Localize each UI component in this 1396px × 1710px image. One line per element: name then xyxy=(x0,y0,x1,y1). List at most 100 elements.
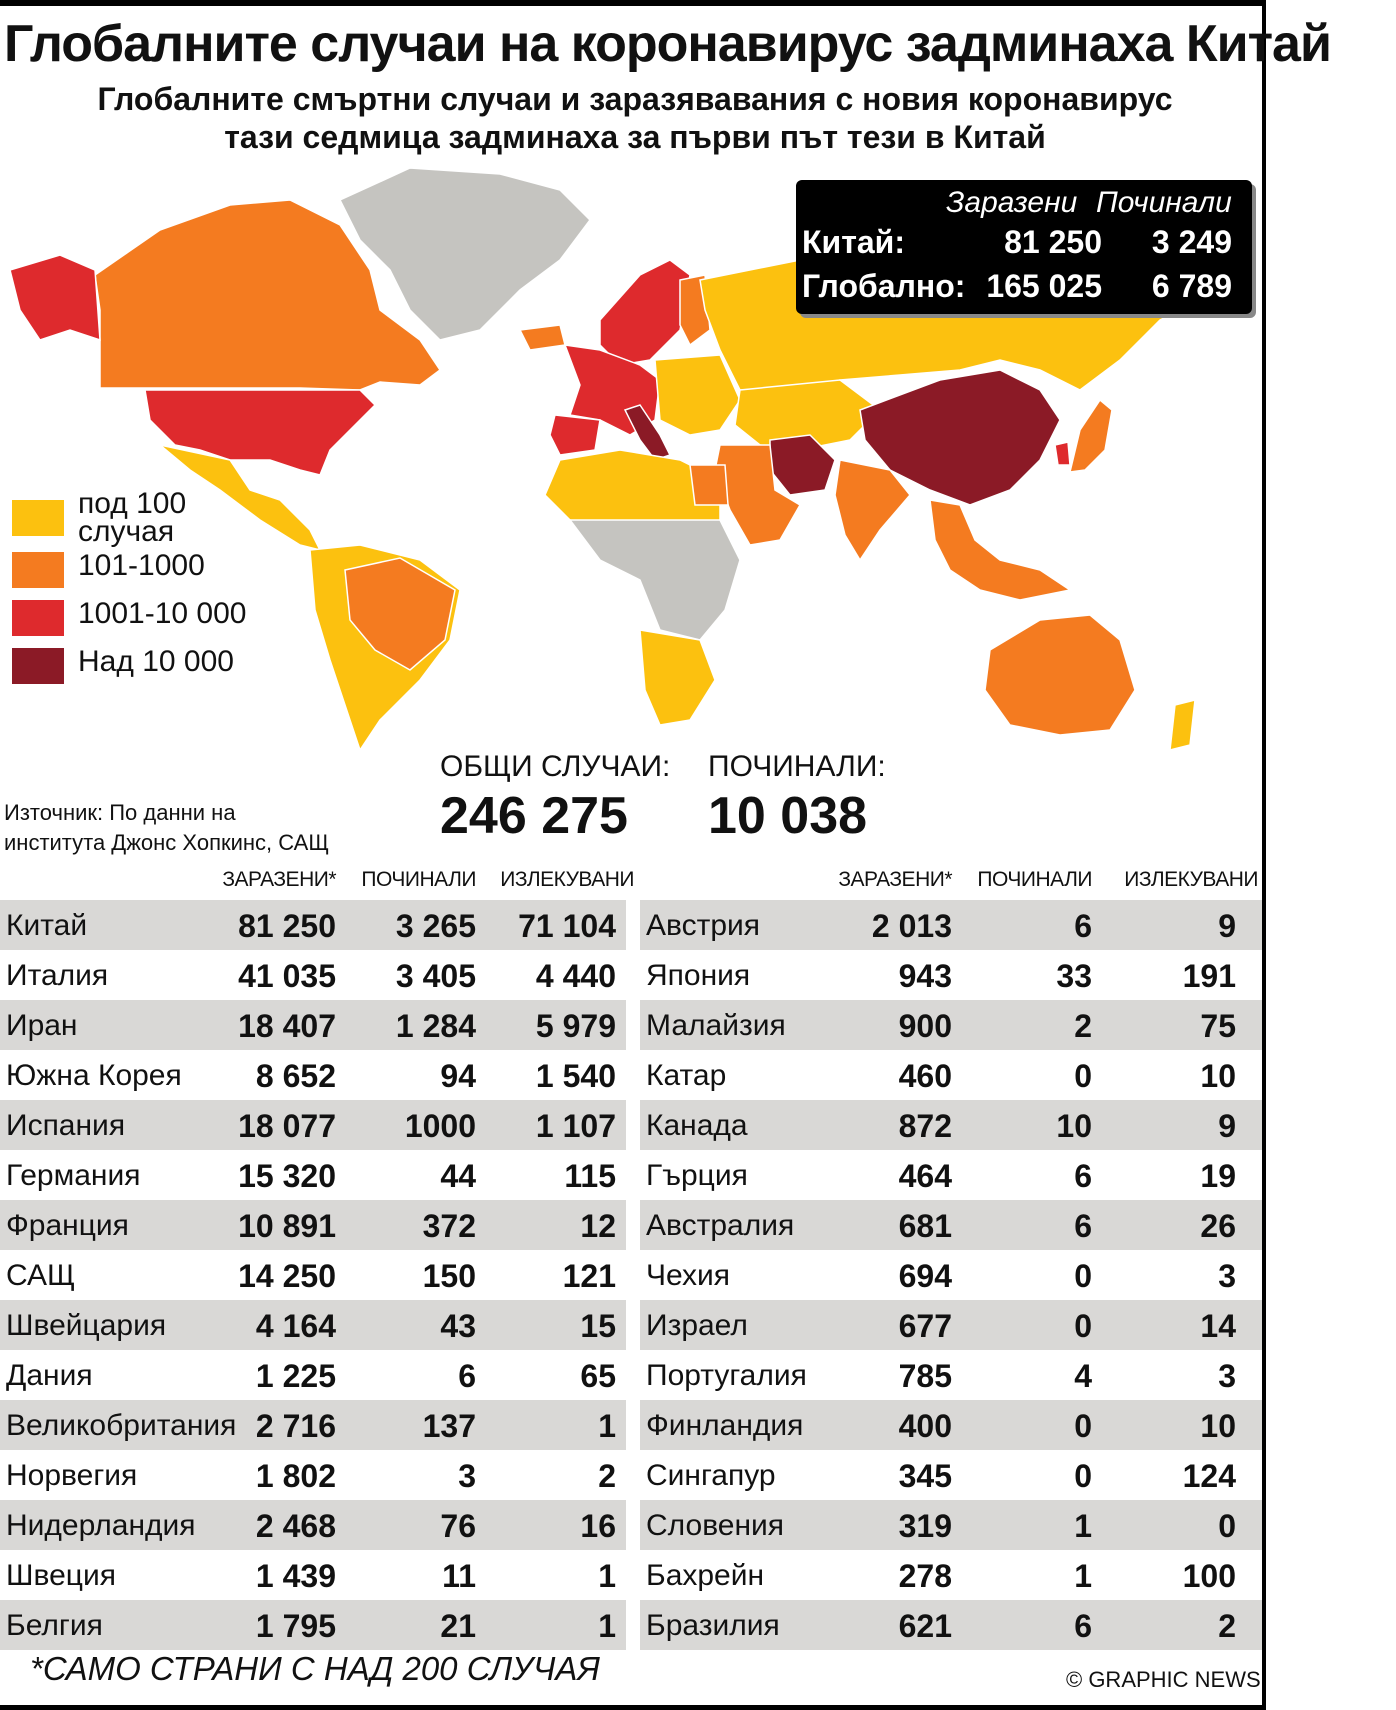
legend-swatch xyxy=(12,500,64,536)
table-row: Гърция 464 6 19 xyxy=(640,1150,1262,1200)
infected-value: 2 013 xyxy=(871,908,952,944)
total-cases-label: ОБЩИ СЛУЧАИ: xyxy=(440,750,671,783)
infected-value: 18 077 xyxy=(238,1108,336,1144)
recovered-value: 9 xyxy=(1218,908,1236,944)
country-name: Сингапур xyxy=(646,1459,776,1492)
deaths-value: 3 265 xyxy=(395,908,476,944)
country-name: Чехия xyxy=(646,1259,731,1292)
infected-value: 785 xyxy=(898,1358,952,1394)
table-row: Сингапур 345 0 124 xyxy=(640,1450,1262,1500)
deaths-value: 33 xyxy=(1056,958,1092,994)
legend-label-line: под 100 xyxy=(78,487,187,520)
legend-swatch xyxy=(12,648,64,684)
country-name: Швеция xyxy=(6,1559,116,1592)
country-name: Словения xyxy=(646,1509,785,1542)
table-row: Чехия 694 0 3 xyxy=(640,1250,1262,1300)
subtitle-line-1: Глобалните смъртни случаи и заразявавани… xyxy=(97,81,1173,117)
right-header-infected: ЗАРАЗЕНИ* xyxy=(838,868,952,891)
map-greenland xyxy=(338,167,591,341)
country-name: Франция xyxy=(6,1209,129,1242)
country-name: Норвегия xyxy=(6,1459,138,1492)
infected-value: 41 035 xyxy=(238,958,336,994)
country-name: Великобритания xyxy=(6,1409,237,1442)
table-row: Китай 81 250 3 265 71 104 xyxy=(0,900,626,950)
recovered-value: 4 440 xyxy=(535,958,616,994)
country-name: Китай xyxy=(6,909,88,942)
recovered-value: 15 xyxy=(580,1308,616,1344)
deaths-value: 6 xyxy=(1074,908,1092,944)
country-name: Катар xyxy=(646,1059,727,1092)
infected-value: 2 468 xyxy=(255,1508,336,1544)
infected-value: 2 716 xyxy=(255,1408,336,1444)
deaths-value: 4 xyxy=(1074,1358,1092,1394)
table-row: САЩ 14 250 150 121 xyxy=(0,1250,626,1300)
country-name: Бахрейн xyxy=(646,1559,765,1592)
country-name: Швейцария xyxy=(6,1309,167,1342)
recovered-value: 2 xyxy=(598,1458,616,1494)
deaths-value: 6 xyxy=(458,1358,476,1394)
legend-label: под 100 случая xyxy=(78,487,187,547)
infected-value: 464 xyxy=(898,1158,952,1194)
country-name: Португалия xyxy=(646,1359,807,1392)
deaths-value: 6 xyxy=(1074,1158,1092,1194)
legend-label: Над 10 000 xyxy=(78,645,234,678)
infected-value: 943 xyxy=(898,958,952,994)
recovered-value: 115 xyxy=(564,1158,616,1194)
country-name: Южна Корея xyxy=(6,1059,182,1092)
page-title: Глобалните случаи на коронавирус задмина… xyxy=(4,15,1332,73)
recovered-value: 10 xyxy=(1200,1408,1236,1444)
recovered-value: 16 xyxy=(580,1508,616,1544)
recovered-value: 100 xyxy=(1182,1558,1236,1594)
infected-value: 278 xyxy=(898,1558,952,1594)
bottom-rule xyxy=(0,1705,1266,1710)
map-japan xyxy=(1069,398,1113,473)
table-right: Австрия 2 013 6 9 Япония 943 33 191 Малайзия 900 2… xyxy=(640,900,1262,1650)
table-row: Катар 460 0 10 xyxy=(640,1050,1262,1100)
map-southeast-asia xyxy=(929,499,1072,601)
table-row: Швеция 1 439 11 1 xyxy=(0,1550,626,1600)
map-usa xyxy=(144,389,377,476)
legend-label: 101-1000 xyxy=(78,549,205,582)
deaths-value: 21 xyxy=(440,1608,476,1644)
recovered-value: 26 xyxy=(1200,1208,1236,1244)
recovered-value: 14 xyxy=(1200,1308,1236,1344)
map-south-korea xyxy=(1054,441,1071,466)
recovered-value: 3 xyxy=(1218,1358,1236,1394)
source-line-1: Източник: По данни на xyxy=(4,800,236,825)
map-eastern-europe xyxy=(654,354,741,436)
table-row: Бахрейн 278 1 100 xyxy=(640,1550,1262,1600)
country-name: Финландия xyxy=(646,1409,804,1442)
total-cases-value: 246 275 xyxy=(440,787,628,845)
recovered-value: 75 xyxy=(1200,1008,1236,1044)
total-deaths-label: ПОЧИНАЛИ: xyxy=(708,750,886,783)
recovered-value: 121 xyxy=(562,1258,616,1294)
table-row: Германия 15 320 44 115 xyxy=(0,1150,626,1200)
country-name: Дания xyxy=(6,1359,93,1392)
country-name: САЩ xyxy=(6,1259,76,1292)
infected-value: 681 xyxy=(898,1208,952,1244)
table-row: Южна Корея 8 652 94 1 540 xyxy=(0,1050,626,1100)
legend-swatch xyxy=(12,600,64,636)
map-alaska xyxy=(9,254,101,342)
deaths-value: 94 xyxy=(440,1058,476,1094)
recovered-value: 3 xyxy=(1218,1258,1236,1294)
infected-value: 1 439 xyxy=(255,1558,336,1594)
summary-row-deaths: 6 789 xyxy=(1151,268,1232,304)
table-row: Япония 943 33 191 xyxy=(640,950,1262,1000)
map-iceland xyxy=(518,324,566,351)
summary-row-deaths: 3 249 xyxy=(1151,224,1232,260)
table-row: Франция 10 891 372 12 xyxy=(0,1200,626,1250)
table-row: Словения 319 1 0 xyxy=(640,1500,1262,1550)
deaths-value: 150 xyxy=(422,1258,476,1294)
infected-value: 460 xyxy=(898,1058,952,1094)
infected-value: 8 652 xyxy=(255,1058,336,1094)
table-row: Иран 18 407 1 284 5 979 xyxy=(0,1000,626,1050)
deaths-value: 44 xyxy=(440,1158,476,1194)
deaths-value: 1000 xyxy=(404,1108,476,1144)
deaths-value: 2 xyxy=(1074,1008,1092,1044)
left-header-recovered: ИЗЛЕКУВАНИ xyxy=(500,868,634,891)
recovered-value: 9 xyxy=(1218,1108,1236,1144)
deaths-value: 3 405 xyxy=(395,958,476,994)
deaths-value: 6 xyxy=(1074,1608,1092,1644)
deaths-value: 76 xyxy=(440,1508,476,1544)
